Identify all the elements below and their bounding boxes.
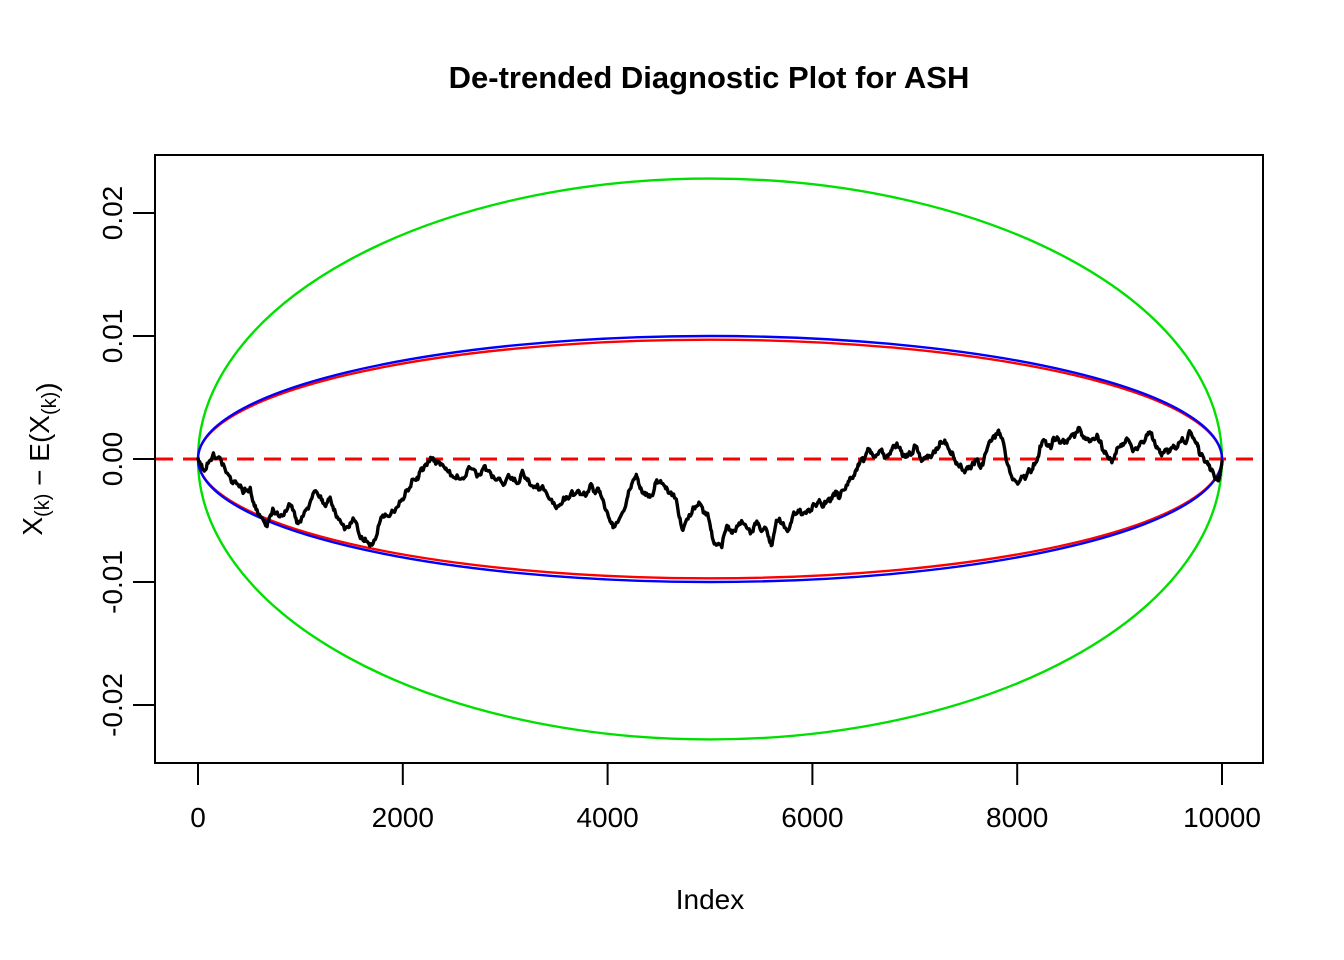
plot-title: De-trended Diagnostic Plot for ASH bbox=[449, 60, 970, 95]
y-axis-label: X(k) − E(X(k)) bbox=[17, 382, 62, 535]
y-tick-label: 0.01 bbox=[97, 309, 128, 364]
x-tick-label: 2000 bbox=[372, 802, 434, 833]
x-tick-label: 0 bbox=[190, 802, 206, 833]
x-tick-label: 6000 bbox=[781, 802, 843, 833]
plot-box bbox=[154, 154, 1264, 764]
y-tick-label: 0.00 bbox=[97, 432, 128, 487]
y-tick-label: -0.02 bbox=[97, 673, 128, 737]
x-tick-label: 4000 bbox=[576, 802, 638, 833]
y-tick-label: -0.01 bbox=[97, 550, 128, 614]
detrended-sample-path-line bbox=[196, 425, 1224, 550]
y-tick-label: 0.02 bbox=[97, 186, 128, 241]
x-tick-label: 8000 bbox=[986, 802, 1048, 833]
plot-content: 0 2000 4000 6000 8000 10000 -0.02 -0.01 0.00 0.01… bbox=[97, 177, 1262, 833]
x-axis-label: Index bbox=[676, 884, 745, 915]
x-tick-label: 10000 bbox=[1183, 802, 1261, 833]
